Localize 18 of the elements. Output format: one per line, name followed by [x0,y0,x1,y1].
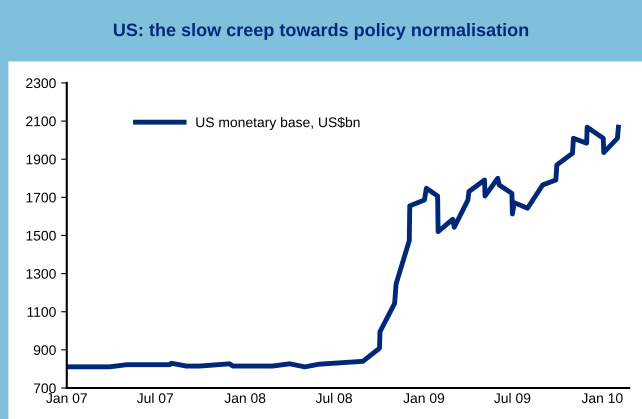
x-tick-label: Jul 07 [136,392,174,404]
x-tick-label: Jan 09 [403,393,444,404]
legend-label: US monetary base, US$bn [196,116,360,130]
y-tick-label: 2300 [26,78,56,88]
chart-title: US: the slow creep towards policy normalisation [114,23,528,40]
y-tick-label: 900 [34,345,56,356]
y-tick-label: 700 [34,383,56,394]
x-tick-label: Jan 08 [224,393,266,404]
x-tick-label: Jan 07 [46,393,87,404]
y-tick-label: 1900 [26,154,56,164]
y-tick-label: 1100 [28,307,56,317]
x-tick-label: Jan 10 [582,393,623,404]
y-tick-label: 1300 [26,268,56,279]
x-tick-label: Jul 08 [316,392,352,404]
y-tick-label: 1700 [26,192,56,203]
x-tick-label: Jul 09 [494,392,530,404]
y-tick-label: 2100 [26,116,56,126]
y-tick-label: 1500 [26,230,56,241]
